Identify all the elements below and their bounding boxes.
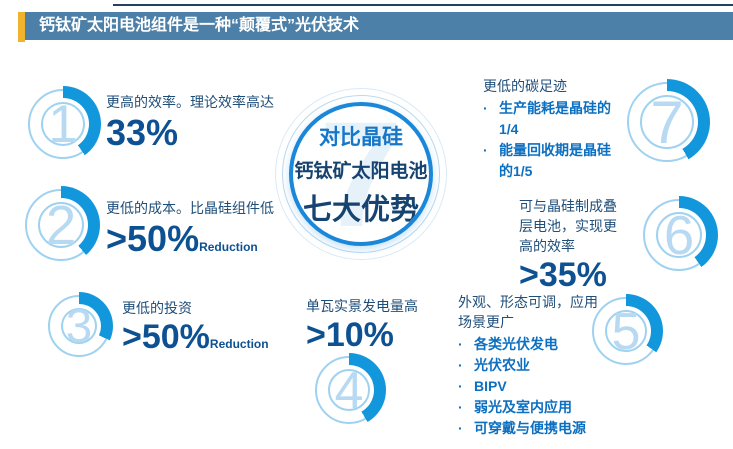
center-text: 对比晶硅 钙钛矿太阳电池 七大优势	[294, 121, 427, 228]
bullet-text: 光伏农业	[474, 357, 530, 373]
advantage-7-bullets: · 生产能耗是晶硅的1/4 · 能量回收期是晶硅的1/5	[483, 98, 623, 182]
advantage-5-text: 外观、形态可调，应用场景更广 · 各类光伏发电 · 光伏农业 · BIPV · 弱光及室内应用…	[458, 292, 608, 439]
center-line-3: 七大优势	[302, 193, 419, 226]
stat-value: >50%	[106, 218, 200, 259]
advantage-6-text: 可与晶硅制成叠层电池，实现更高的效率 >35%	[519, 196, 625, 295]
center-badge-outer-ring-2	[275, 88, 447, 260]
bullet-dot-icon: ·	[458, 336, 463, 352]
advantage-5-bullets: · 各类光伏发电 · 光伏农业 · BIPV · 弱光及室内应用 · 可穿戴与便携电源	[458, 334, 608, 439]
donut-2-inner-ring	[38, 202, 84, 248]
bullet-item: · 生产能耗是晶硅的1/4	[483, 98, 623, 140]
donut-1-inner-ring	[41, 102, 85, 146]
advantage-5-heading: 外观、形态可调，应用场景更广	[458, 294, 598, 330]
advantage-2-stat: >50%Reduction	[106, 218, 306, 259]
bullet-item: · 弱光及室内应用	[458, 397, 608, 418]
bullet-item: · 能量回收期是晶硅的1/5	[483, 140, 623, 182]
bullet-text: BIPV	[474, 378, 507, 394]
donut-2-number: 2	[45, 194, 77, 256]
bullet-text: 各类光伏发电	[474, 336, 558, 352]
donut-6-number: 6	[663, 204, 695, 266]
bullet-dot-icon: ·	[458, 420, 463, 436]
stat-value: 33%	[106, 112, 179, 153]
stat-value: >50%	[122, 318, 210, 356]
donut-2: 2	[22, 186, 100, 264]
advantage-6-heading: 可与晶硅制成叠层电池，实现更高的效率	[519, 198, 617, 254]
bullet-item: · 各类光伏发电	[458, 334, 608, 355]
donut-3-number: 3	[65, 300, 93, 354]
donut-5-number: 5	[611, 302, 641, 361]
bullet-item: · 可穿戴与便携电源	[458, 418, 608, 439]
donut-6: 6	[640, 196, 718, 274]
donut-3: 3	[45, 292, 113, 360]
advantage-3-heading: 更低的投资	[122, 300, 192, 316]
donut-1-number: 1	[48, 95, 78, 155]
bullet-item: · 光伏农业	[458, 355, 608, 376]
stat-value: >10%	[306, 316, 394, 354]
donut-1: 1	[25, 86, 101, 162]
donut-7-inner-ring	[640, 95, 694, 149]
advantage-3-text: 更低的投资 >50%Reduction	[122, 298, 302, 357]
bullet-dot-icon: ·	[483, 100, 488, 116]
advantage-7-text: 更低的碳足迹 · 生产能耗是晶硅的1/4 · 能量回收期是晶硅的1/5	[483, 76, 623, 182]
donut-7-number: 7	[650, 88, 684, 156]
advantage-4-stat: >10%	[306, 316, 456, 355]
bullet-dot-icon: ·	[483, 142, 488, 158]
bullet-text: 生产能耗是晶硅的1/4	[499, 100, 611, 137]
slide-title: 钙钛矿太阳电池组件是一种“颠覆式”光伏技术	[25, 12, 733, 40]
bullet-text: 可穿戴与便携电源	[474, 420, 586, 436]
donut-4: 4	[312, 353, 386, 427]
donut-4-number: 4	[334, 361, 364, 420]
center-line-1: 对比晶硅	[318, 125, 403, 149]
donut-4-inner-ring	[328, 369, 370, 411]
donut-5-inner-ring	[605, 310, 647, 352]
stat-suffix: Reduction	[199, 240, 258, 254]
advantage-6-stat: >35%	[519, 256, 625, 295]
donut-5: 5	[589, 294, 663, 368]
donut-6-inner-ring	[656, 212, 702, 258]
top-rule-line	[113, 4, 733, 6]
advantage-2-text: 更低的成本。比晶硅组件低 >50%Reduction	[106, 198, 306, 259]
advantage-1-stat: 33%	[106, 112, 296, 153]
center-badge-circle: 7 对比晶硅 钙钛矿太阳电池 七大优势	[289, 102, 433, 246]
bullet-dot-icon: ·	[458, 399, 463, 415]
center-line-2: 钙钛矿太阳电池	[294, 160, 428, 182]
donut-3-inner-ring	[61, 308, 97, 344]
advantage-4-heading: 单瓦实景发电量高	[306, 298, 418, 314]
center-badge: 7 对比晶硅 钙钛矿太阳电池 七大优势	[275, 88, 447, 260]
bullet-dot-icon: ·	[458, 357, 463, 373]
advantage-3-stat: >50%Reduction	[122, 318, 302, 357]
center-badge-outer-ring-1	[282, 95, 440, 253]
stat-value: >35%	[519, 256, 607, 294]
advantage-1-heading: 更高的效率。理论效率高达	[106, 94, 274, 110]
stat-suffix: Reduction	[209, 337, 269, 351]
donut-7: 7	[624, 79, 710, 165]
advantage-1-text: 更高的效率。理论效率高达 33%	[106, 92, 296, 153]
advantage-7-heading: 更低的碳足迹	[483, 78, 567, 94]
title-accent-bar	[18, 12, 25, 42]
bullet-text: 能量回收期是晶硅的1/5	[499, 142, 611, 179]
advantage-4-text: 单瓦实景发电量高 >10%	[306, 296, 456, 355]
center-watermark-7: 7	[319, 102, 403, 246]
bullet-item: · BIPV	[458, 376, 608, 397]
bullet-dot-icon: ·	[458, 378, 463, 394]
bullet-text: 弱光及室内应用	[474, 399, 572, 415]
advantage-2-heading: 更低的成本。比晶硅组件低	[106, 200, 274, 216]
